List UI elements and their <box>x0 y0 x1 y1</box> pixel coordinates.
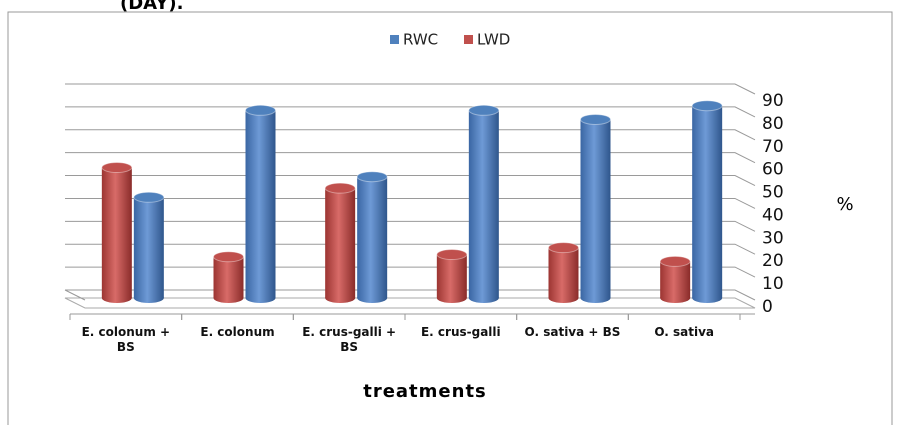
y-axis-label: % <box>836 194 853 215</box>
y-tick-label: 10 <box>762 274 784 294</box>
bar <box>213 256 244 298</box>
grid-line <box>65 175 756 187</box>
bar <box>245 110 276 298</box>
bar-cap <box>691 100 723 112</box>
y-tick-label: 30 <box>762 228 784 248</box>
grid-line <box>65 220 756 232</box>
x-tick-label: E. colonum + BS <box>81 325 171 354</box>
grid-line <box>65 129 756 141</box>
y-tick-label: 20 <box>762 251 784 271</box>
legend-label: RWC <box>403 31 438 49</box>
bar-cap <box>245 104 276 116</box>
bar <box>436 254 467 298</box>
legend-swatch <box>390 35 399 44</box>
bar-cap <box>133 191 165 203</box>
bar-cap <box>548 242 579 254</box>
y-tick-label: 60 <box>762 160 784 180</box>
bar <box>101 167 132 298</box>
bar-cap <box>356 171 388 183</box>
grid-line <box>65 243 756 255</box>
bar-cap <box>101 162 133 174</box>
bar <box>133 197 164 298</box>
grid-line <box>65 152 756 164</box>
y-tick-label: 50 <box>762 183 784 203</box>
grid-line <box>65 197 756 209</box>
x-tick-label: O. sativa + BS <box>524 325 621 339</box>
y-tick-label: 80 <box>762 114 784 134</box>
bar-cap <box>436 249 468 261</box>
y-tick-label: 90 <box>762 91 784 111</box>
grid-line <box>65 83 756 95</box>
x-tick-label: E. colonum <box>200 325 275 339</box>
bar-cap <box>659 255 691 267</box>
legend-swatch <box>464 35 473 44</box>
x-tick-label: E. crus-galli + BS <box>302 325 397 354</box>
x-axis-label: treatments <box>363 381 487 402</box>
chart-border <box>7 11 893 425</box>
bar <box>692 105 723 298</box>
bar-cap <box>468 104 500 116</box>
bar <box>468 110 499 298</box>
y-tick-label: 70 <box>762 137 784 157</box>
x-tick-label: O. sativa <box>654 325 714 339</box>
bar <box>660 261 691 298</box>
bar <box>357 176 388 298</box>
x-tick-label: E. crus-galli <box>420 325 501 339</box>
bar-cap <box>324 182 356 194</box>
bar-cap <box>213 251 244 263</box>
bar <box>580 119 611 298</box>
left-edge <box>64 289 86 301</box>
bar <box>548 247 579 298</box>
floor <box>64 297 756 309</box>
y-tick-label: 40 <box>762 205 784 225</box>
legend-label: LWD <box>477 31 510 49</box>
grid-line <box>65 266 756 278</box>
grid-line <box>65 106 756 118</box>
y-tick-label: 0 <box>762 297 773 317</box>
chart-title: (DAY). <box>120 0 183 14</box>
bar-cap <box>580 113 611 125</box>
grid-line <box>65 289 756 301</box>
bar <box>325 188 356 298</box>
